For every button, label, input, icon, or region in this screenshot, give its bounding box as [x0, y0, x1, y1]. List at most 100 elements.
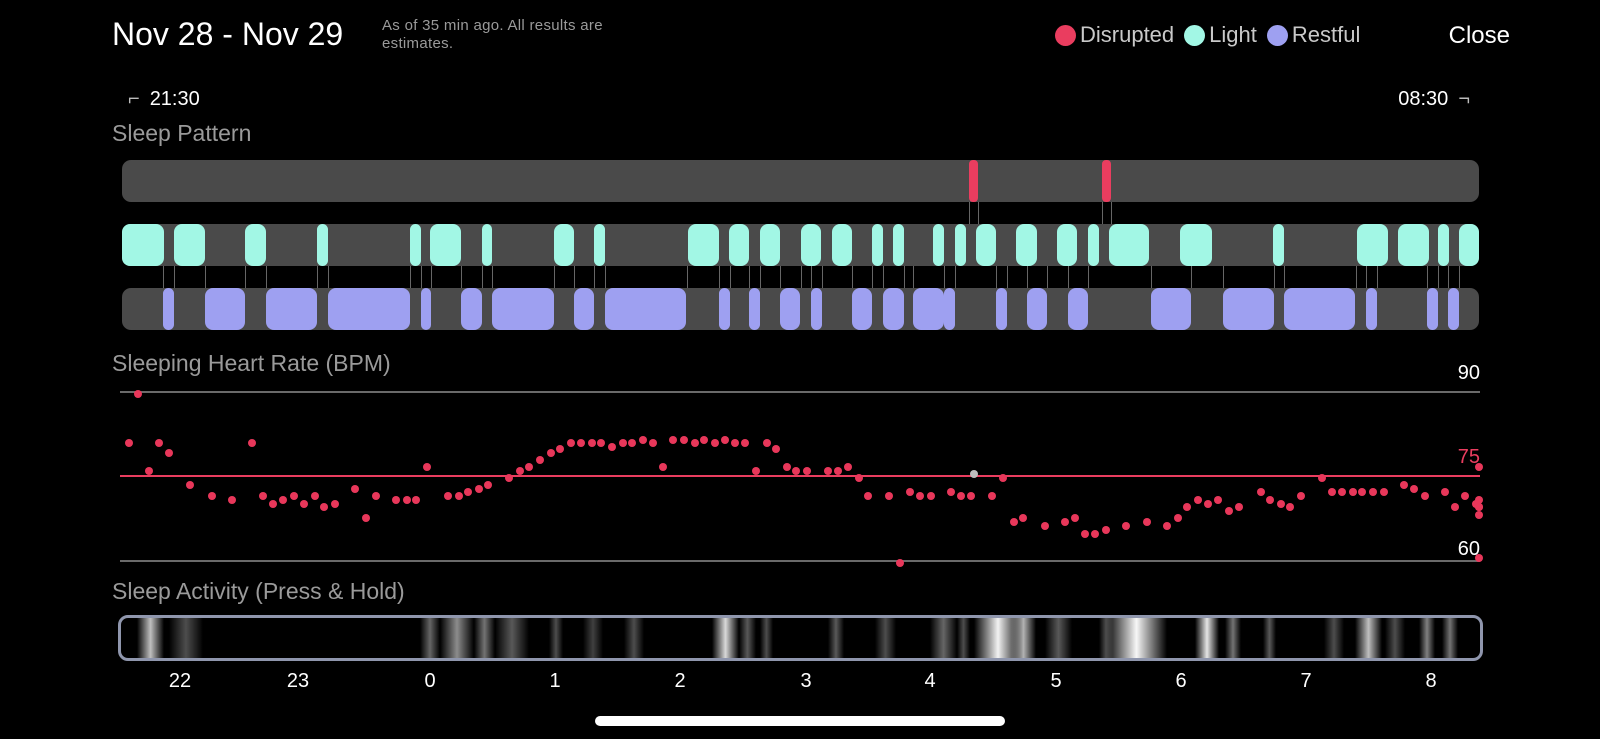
hr-max-line: [120, 391, 1480, 393]
hr-point: [1142, 518, 1151, 527]
x-axis-tick: 23: [286, 670, 310, 692]
hr-point: [711, 439, 719, 448]
hr-point: [1019, 514, 1028, 523]
pattern-connector: [1067, 266, 1069, 288]
pattern-connector: [461, 266, 463, 288]
hr-min-label: 60: [1457, 538, 1480, 560]
x-axis-tick: 4: [924, 670, 936, 692]
hr-point: [1400, 480, 1409, 489]
sleep-activity-title: Sleep Activity (Press & Hold): [112, 578, 405, 604]
activity-band: [1224, 618, 1241, 658]
restful-segment: [461, 288, 482, 330]
sleep-activity-bar[interactable]: [118, 615, 1483, 661]
hr-point: [854, 473, 863, 482]
hr-point: [823, 466, 832, 475]
activity-band: [419, 618, 441, 658]
light-segment: [1272, 224, 1284, 266]
hr-point: [320, 503, 329, 512]
activity-band: [1106, 618, 1168, 658]
activity-band: [739, 618, 756, 658]
activity-band: [1011, 618, 1036, 658]
activity-band: [1194, 618, 1220, 658]
pattern-connector: [872, 266, 874, 288]
pattern-connector: [852, 266, 854, 288]
hr-point: [576, 439, 585, 448]
activity-band: [1384, 618, 1406, 658]
pattern-connector: [317, 266, 319, 288]
home-indicator[interactable]: [595, 716, 1005, 726]
restful-track: [122, 288, 1479, 330]
legend-restful: Restful: [1266, 22, 1360, 48]
hr-point: [279, 495, 288, 504]
hr-point: [639, 436, 648, 445]
hr-point: [1475, 510, 1483, 519]
hr-point: [895, 559, 904, 568]
pattern-connector: [328, 266, 330, 288]
light-segment: [831, 224, 853, 266]
x-axis-tick: 1: [549, 670, 561, 692]
pattern-connector: [265, 266, 267, 288]
pattern-connector: [553, 266, 555, 288]
x-axis-tick: 8: [1425, 670, 1437, 692]
hr-point: [843, 463, 852, 472]
activity-band: [1045, 618, 1073, 658]
activity-band: [1262, 618, 1277, 658]
disrupted-segment: [1101, 160, 1112, 202]
activity-band: [1418, 618, 1436, 658]
hr-point: [1101, 526, 1110, 535]
light-segment: [1088, 224, 1100, 266]
pattern-connector: [420, 266, 422, 288]
hr-point: [1040, 522, 1049, 531]
activity-band: [712, 618, 740, 658]
close-button[interactable]: Close: [1448, 22, 1510, 49]
restful-segment: [883, 288, 904, 330]
page-title: Nov 28 - Nov 29: [112, 16, 344, 52]
pattern-connector: [1366, 266, 1368, 288]
light-segment: [409, 224, 421, 266]
hr-point: [525, 463, 534, 472]
pattern-connector: [944, 266, 946, 288]
hr-point: [1441, 488, 1450, 497]
bracket-right-icon: ¬: [1458, 88, 1470, 110]
time-range-end: 08:30 ¬: [1398, 88, 1480, 111]
pattern-connector: [1047, 266, 1049, 288]
light-segment: [122, 224, 165, 266]
activity-band: [1441, 618, 1459, 658]
pattern-connector: [759, 266, 761, 288]
light-segment: [1397, 224, 1429, 266]
hr-point: [1214, 495, 1223, 504]
legend-label: Disrupted: [1080, 22, 1175, 47]
hr-point: [1475, 463, 1483, 472]
x-axis-tick: 22: [168, 670, 192, 692]
hr-point: [782, 463, 791, 472]
hr-point: [567, 439, 576, 448]
hr-point: [259, 491, 268, 500]
hr-point: [1450, 503, 1459, 512]
activity-band: [929, 618, 957, 658]
hr-point: [412, 495, 421, 504]
activity-band: [875, 618, 896, 658]
pattern-connector: [162, 266, 164, 288]
light-segment: [245, 224, 266, 266]
hr-point: [504, 473, 513, 482]
legend-light: Light: [1184, 22, 1257, 48]
hr-point: [772, 445, 781, 454]
hr-point: [134, 389, 143, 398]
hr-point: [762, 439, 771, 448]
pattern-connector: [978, 202, 980, 224]
pattern-connector: [1274, 266, 1276, 288]
restful-segment: [748, 288, 760, 330]
pattern-connector: [968, 202, 970, 224]
activity-band: [168, 618, 203, 658]
activity-band: [474, 618, 495, 658]
hr-point: [185, 480, 194, 489]
activity-band: [440, 618, 475, 658]
pattern-connector: [173, 266, 175, 288]
hr-point: [1409, 484, 1418, 493]
light-segment: [975, 224, 996, 266]
hr-point: [792, 466, 801, 475]
light-segment: [1056, 224, 1078, 266]
restful-segment: [811, 288, 823, 330]
light-segment: [728, 224, 749, 266]
hr-point: [1286, 503, 1295, 512]
